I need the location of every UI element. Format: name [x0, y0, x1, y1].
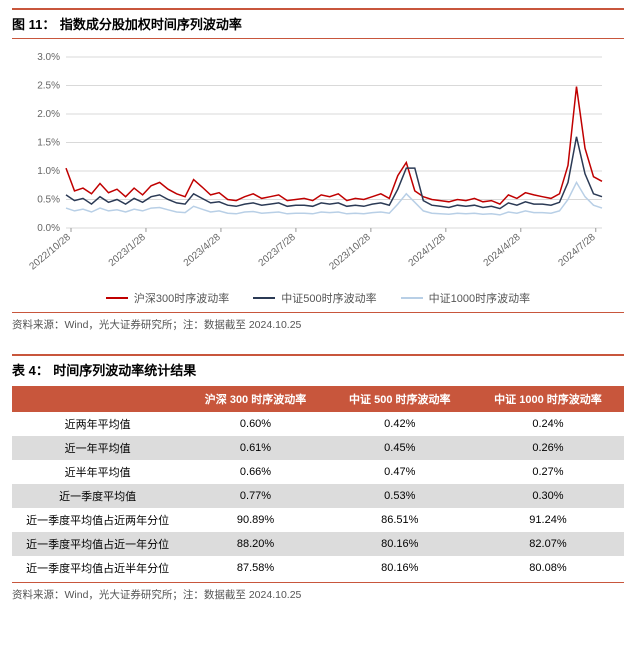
svg-text:0.0%: 0.0%: [37, 223, 60, 234]
table-cell: 86.51%: [328, 508, 472, 532]
table-cell: 0.66%: [183, 460, 327, 484]
table-cell: 近一季度平均值占近两年分位: [12, 508, 183, 532]
table-cell: 0.45%: [328, 436, 472, 460]
table-cell: 82.07%: [472, 532, 624, 556]
figure-source: 资料来源：Wind，光大证券研究所；注：数据截至 2024.10.25: [12, 312, 624, 332]
table-cell: 近一年平均值: [12, 436, 183, 460]
figure-label: 图 11：: [12, 17, 55, 32]
legend-item-2: 中证1000时序波动率: [401, 290, 530, 306]
table-cell: 0.47%: [328, 460, 472, 484]
table-cell: 0.30%: [472, 484, 624, 508]
table-cell: 87.58%: [183, 556, 327, 580]
table-row: 近一季度平均值占近两年分位90.89%86.51%91.24%: [12, 508, 624, 532]
svg-text:1.5%: 1.5%: [37, 138, 60, 149]
svg-text:2023/4/28: 2023/4/28: [182, 232, 223, 269]
figure-title-bar: 图 11： 指数成分股加权时间序列波动率: [12, 8, 624, 39]
svg-text:1.0%: 1.0%: [37, 166, 60, 177]
table-row: 近一季度平均值0.77%0.53%0.30%: [12, 484, 624, 508]
table-cell: 近一季度平均值: [12, 484, 183, 508]
table-cell: 0.42%: [328, 412, 472, 436]
line-chart: 0.0% 0.5% 1.0% 1.5% 2.0% 2.5% 3.0% 2022/10/28 20…: [12, 43, 624, 286]
table-head: 沪深 300 时序波动率中证 500 时序波动率中证 1000 时序波动率: [12, 386, 624, 412]
table-cell: 近一季度平均值占近半年分位: [12, 556, 183, 580]
legend-label-0: 沪深300时序波动率: [134, 290, 229, 306]
table-cell: 0.53%: [328, 484, 472, 508]
table-cell: 近一季度平均值占近一年分位: [12, 532, 183, 556]
table-row: 近一年平均值0.61%0.45%0.26%: [12, 436, 624, 460]
svg-text:0.5%: 0.5%: [37, 195, 60, 206]
table-row: 近一季度平均值占近半年分位87.58%80.16%80.08%: [12, 556, 624, 580]
table-cell: 近半年平均值: [12, 460, 183, 484]
table-cell: 80.16%: [328, 556, 472, 580]
svg-text:2.0%: 2.0%: [37, 109, 60, 120]
table-cell: 91.24%: [472, 508, 624, 532]
table-cell: 0.27%: [472, 460, 624, 484]
svg-text:2024/1/28: 2024/1/28: [407, 232, 448, 269]
table-row: 近半年平均值0.66%0.47%0.27%: [12, 460, 624, 484]
svg-text:2022/10/28: 2022/10/28: [28, 232, 74, 273]
legend-label-2: 中证1000时序波动率: [429, 290, 530, 306]
table-col-0: [12, 386, 183, 412]
svg-text:2024/7/28: 2024/7/28: [557, 232, 598, 269]
legend-swatch-0: [106, 297, 128, 299]
legend-item-1: 中证500时序波动率: [253, 290, 376, 306]
svg-text:2.5%: 2.5%: [37, 81, 60, 92]
legend-swatch-1: [253, 297, 275, 299]
chart-svg: 0.0% 0.5% 1.0% 1.5% 2.0% 2.5% 3.0% 2022/10/28 20…: [22, 49, 612, 284]
svg-text:2023/1/28: 2023/1/28: [107, 232, 148, 269]
table-cell: 近两年平均值: [12, 412, 183, 436]
table-label: 表 4：: [12, 363, 49, 378]
table-row: 近一季度平均值占近一年分位88.20%80.16%82.07%: [12, 532, 624, 556]
svg-text:2023/7/28: 2023/7/28: [257, 232, 298, 269]
table-title-bar: 表 4： 时间序列波动率统计结果: [12, 354, 624, 386]
table-source: 资料来源：Wind，光大证券研究所；注：数据截至 2024.10.25: [12, 582, 624, 602]
table-cell: 0.60%: [183, 412, 327, 436]
table-header-row: 沪深 300 时序波动率中证 500 时序波动率中证 1000 时序波动率: [12, 386, 624, 412]
table-col-2: 中证 500 时序波动率: [328, 386, 472, 412]
table-cell: 88.20%: [183, 532, 327, 556]
table-col-1: 沪深 300 时序波动率: [183, 386, 327, 412]
legend-swatch-2: [401, 297, 423, 299]
table-cell: 80.08%: [472, 556, 624, 580]
legend-label-1: 中证500时序波动率: [281, 290, 376, 306]
svg-text:2023/10/28: 2023/10/28: [327, 232, 373, 273]
svg-text:2024/4/28: 2024/4/28: [482, 232, 523, 269]
table-cell: 0.24%: [472, 412, 624, 436]
table-cell: 0.77%: [183, 484, 327, 508]
legend-item-0: 沪深300时序波动率: [106, 290, 229, 306]
chart-legend: 沪深300时序波动率 中证500时序波动率 中证1000时序波动率: [12, 290, 624, 306]
figure-title: 指数成分股加权时间序列波动率: [60, 17, 242, 32]
table-cell: 80.16%: [328, 532, 472, 556]
table-title: 时间序列波动率统计结果: [53, 363, 196, 378]
svg-text:3.0%: 3.0%: [37, 52, 60, 63]
table-body: 近两年平均值0.60%0.42%0.24%近一年平均值0.61%0.45%0.2…: [12, 412, 624, 580]
stats-table: 沪深 300 时序波动率中证 500 时序波动率中证 1000 时序波动率 近两…: [12, 386, 624, 580]
table-cell: 90.89%: [183, 508, 327, 532]
table-cell: 0.26%: [472, 436, 624, 460]
spacer: [12, 332, 624, 354]
table-col-3: 中证 1000 时序波动率: [472, 386, 624, 412]
table-cell: 0.61%: [183, 436, 327, 460]
table-row: 近两年平均值0.60%0.42%0.24%: [12, 412, 624, 436]
